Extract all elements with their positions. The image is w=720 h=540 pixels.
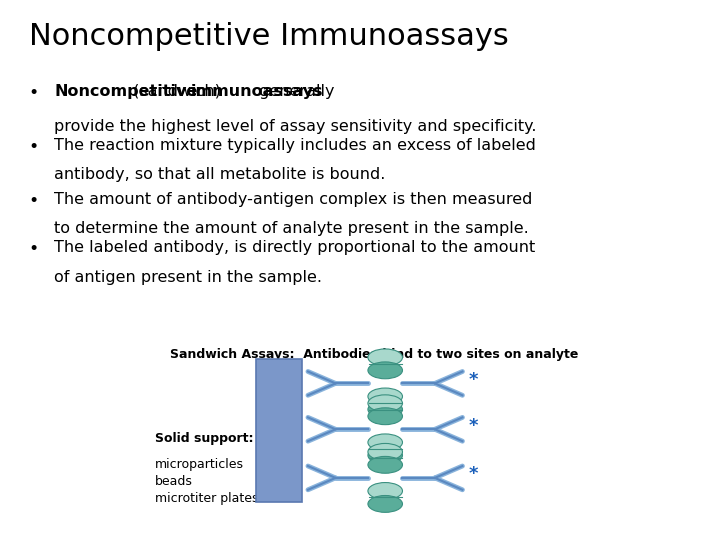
Text: provide the highest level of assay sensitivity and specificity.: provide the highest level of assay sensi…	[54, 119, 536, 134]
Text: The reaction mixture typically includes an excess of labeled: The reaction mixture typically includes …	[54, 138, 536, 153]
Text: *: *	[468, 417, 477, 435]
Ellipse shape	[368, 447, 402, 464]
Ellipse shape	[368, 349, 402, 366]
Ellipse shape	[368, 483, 402, 500]
Ellipse shape	[368, 388, 402, 405]
Text: Noncompetitive: Noncompetitive	[54, 84, 197, 99]
Ellipse shape	[368, 434, 402, 451]
Text: The amount of antibody-antigen complex is then measured: The amount of antibody-antigen complex i…	[54, 192, 532, 207]
Text: Noncompetitive Immunoassays: Noncompetitive Immunoassays	[29, 22, 508, 51]
Text: antibody, so that all metabolite is bound.: antibody, so that all metabolite is boun…	[54, 167, 385, 183]
Text: •: •	[29, 192, 39, 210]
Ellipse shape	[368, 496, 402, 512]
Ellipse shape	[368, 456, 402, 473]
Text: microparticles
beads
microtiter plates: microparticles beads microtiter plates	[155, 458, 258, 505]
Text: of antigen present in the sample.: of antigen present in the sample.	[54, 270, 322, 285]
Text: •: •	[29, 84, 39, 102]
Text: *: *	[468, 465, 477, 483]
Text: •: •	[29, 138, 39, 156]
Bar	[256, 359, 302, 502]
Text: The labeled antibody, is directly proportional to the amount: The labeled antibody, is directly propor…	[54, 240, 535, 255]
Text: *: *	[468, 371, 477, 389]
Text: Solid support:: Solid support:	[155, 432, 253, 445]
Text: (sandwich): (sandwich)	[127, 84, 225, 99]
Text: to determine the amount of analyte present in the sample.: to determine the amount of analyte prese…	[54, 221, 528, 237]
Ellipse shape	[368, 443, 402, 460]
Ellipse shape	[368, 401, 402, 418]
Text: immunoassays: immunoassays	[191, 84, 323, 99]
Text: generally: generally	[253, 84, 334, 99]
Ellipse shape	[368, 395, 402, 411]
Ellipse shape	[368, 362, 402, 379]
Ellipse shape	[368, 408, 402, 424]
Text: •: •	[29, 240, 39, 258]
Text: Sandwich Assays:  Antibodies bind to two sites on analyte: Sandwich Assays: Antibodies bind to two …	[170, 348, 579, 361]
